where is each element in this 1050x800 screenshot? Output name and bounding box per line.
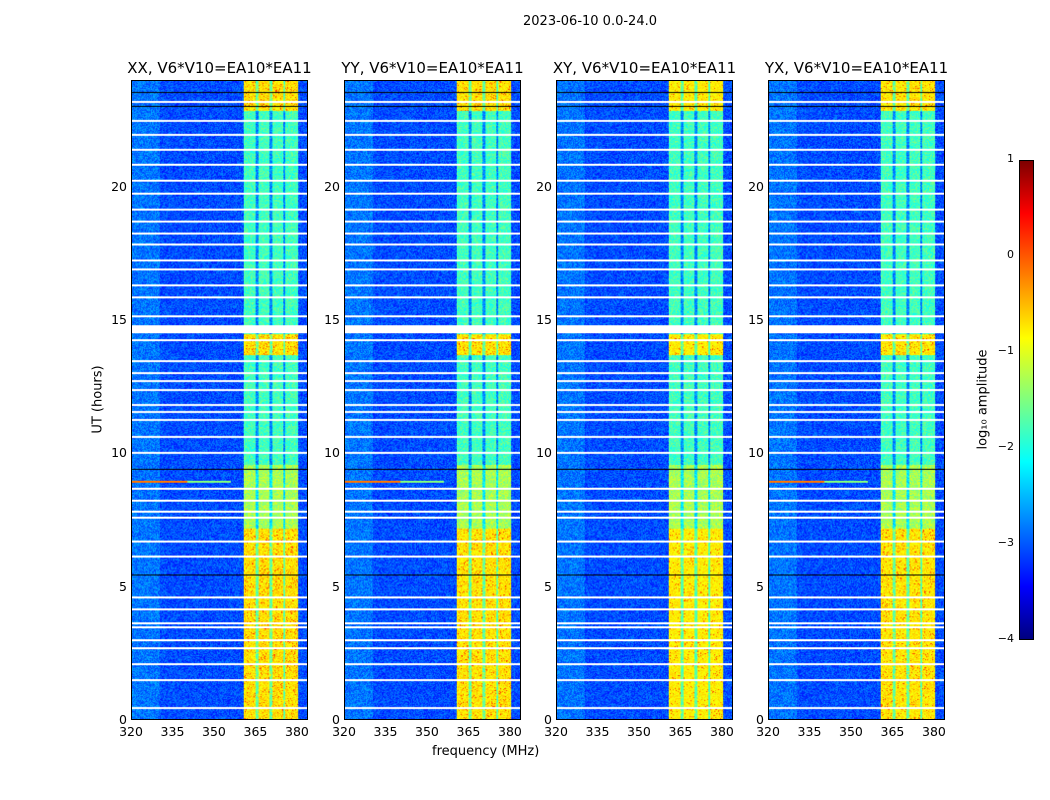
x-tick-label: 335 bbox=[160, 724, 185, 739]
y-tick-label: 15 bbox=[536, 312, 552, 327]
x-tick-label: 350 bbox=[202, 724, 226, 739]
y-tick-label: 20 bbox=[536, 178, 552, 194]
y-tick-label: 5 bbox=[756, 578, 764, 594]
x-tick-label: 365 bbox=[243, 724, 268, 739]
x-tick-label: 365 bbox=[880, 724, 905, 739]
y-tick-label: 5 bbox=[544, 578, 552, 594]
x-tick-label: 350 bbox=[627, 724, 651, 739]
x-tick-label: 365 bbox=[668, 724, 693, 739]
x-tick-label: 320 bbox=[119, 724, 143, 739]
y-tick-label: 10 bbox=[748, 445, 764, 461]
x-tick-label: 350 bbox=[839, 724, 863, 739]
colorbar-tick-label: 1 bbox=[1007, 152, 1014, 165]
x-tick-label: 320 bbox=[756, 724, 780, 739]
x-tick-label: 365 bbox=[456, 724, 481, 739]
colorbar-tick-label: −1 bbox=[997, 344, 1014, 357]
y-tick-label: 15 bbox=[324, 312, 340, 327]
y-tick-label: 20 bbox=[324, 178, 340, 194]
y-tick-label: 0 bbox=[544, 712, 552, 727]
x-axis-label: frequency (MHz) bbox=[432, 744, 540, 759]
panel-title: YX, V6*V10=EA10*EA11 bbox=[764, 59, 949, 77]
x-tick-label: 380 bbox=[498, 724, 522, 739]
spectrogram-panel bbox=[131, 80, 308, 720]
heatmap-cells bbox=[132, 81, 307, 719]
spectrogram-panel bbox=[768, 80, 945, 720]
x-tick-label: 380 bbox=[285, 724, 309, 739]
panel-title: YY, V6*V10=EA10*EA11 bbox=[341, 59, 524, 77]
y-tick-label: 0 bbox=[119, 712, 127, 727]
y-tick-label: 10 bbox=[111, 445, 127, 461]
colorbar-tick-label: 0 bbox=[1007, 248, 1014, 261]
x-tick-label: 335 bbox=[585, 724, 610, 739]
colorbar-tick-label: −3 bbox=[997, 536, 1014, 549]
spectrogram-panel bbox=[344, 80, 521, 720]
panel-title: XY, V6*V10=EA10*EA11 bbox=[552, 59, 737, 77]
y-axis-label: UT (hours) bbox=[90, 365, 106, 434]
heatmap-cells bbox=[769, 81, 944, 719]
spectrogram-panel bbox=[556, 80, 733, 720]
y-tick-label: 20 bbox=[111, 178, 127, 194]
x-tick-label: 320 bbox=[544, 724, 568, 739]
heatmap-cells bbox=[557, 81, 732, 719]
x-tick-label: 335 bbox=[373, 724, 398, 739]
y-tick-label: 15 bbox=[111, 312, 127, 327]
x-tick-label: 380 bbox=[710, 724, 734, 739]
colorbar-label: log₁₀ amplitude bbox=[975, 349, 991, 450]
colorbar bbox=[1019, 160, 1034, 640]
y-tick-label: 5 bbox=[119, 578, 127, 594]
y-tick-label: 5 bbox=[332, 578, 340, 594]
figure-title: 2023-06-10 0.0-24.0 bbox=[523, 14, 657, 29]
y-tick-label: 0 bbox=[756, 712, 764, 727]
y-tick-label: 0 bbox=[332, 712, 340, 727]
x-tick-label: 335 bbox=[797, 724, 822, 739]
x-tick-label: 380 bbox=[922, 724, 946, 739]
y-tick-label: 15 bbox=[748, 312, 764, 327]
colorbar-tick-label: −2 bbox=[997, 440, 1014, 453]
heatmap-cells bbox=[345, 81, 520, 719]
panel-title: XX, V6*V10=EA10*EA11 bbox=[127, 59, 312, 77]
x-tick-label: 350 bbox=[415, 724, 439, 739]
y-tick-label: 20 bbox=[748, 178, 764, 194]
y-tick-label: 10 bbox=[536, 445, 552, 461]
y-tick-label: 10 bbox=[324, 445, 340, 461]
x-tick-label: 320 bbox=[332, 724, 356, 739]
colorbar-tick-label: −4 bbox=[997, 632, 1014, 645]
